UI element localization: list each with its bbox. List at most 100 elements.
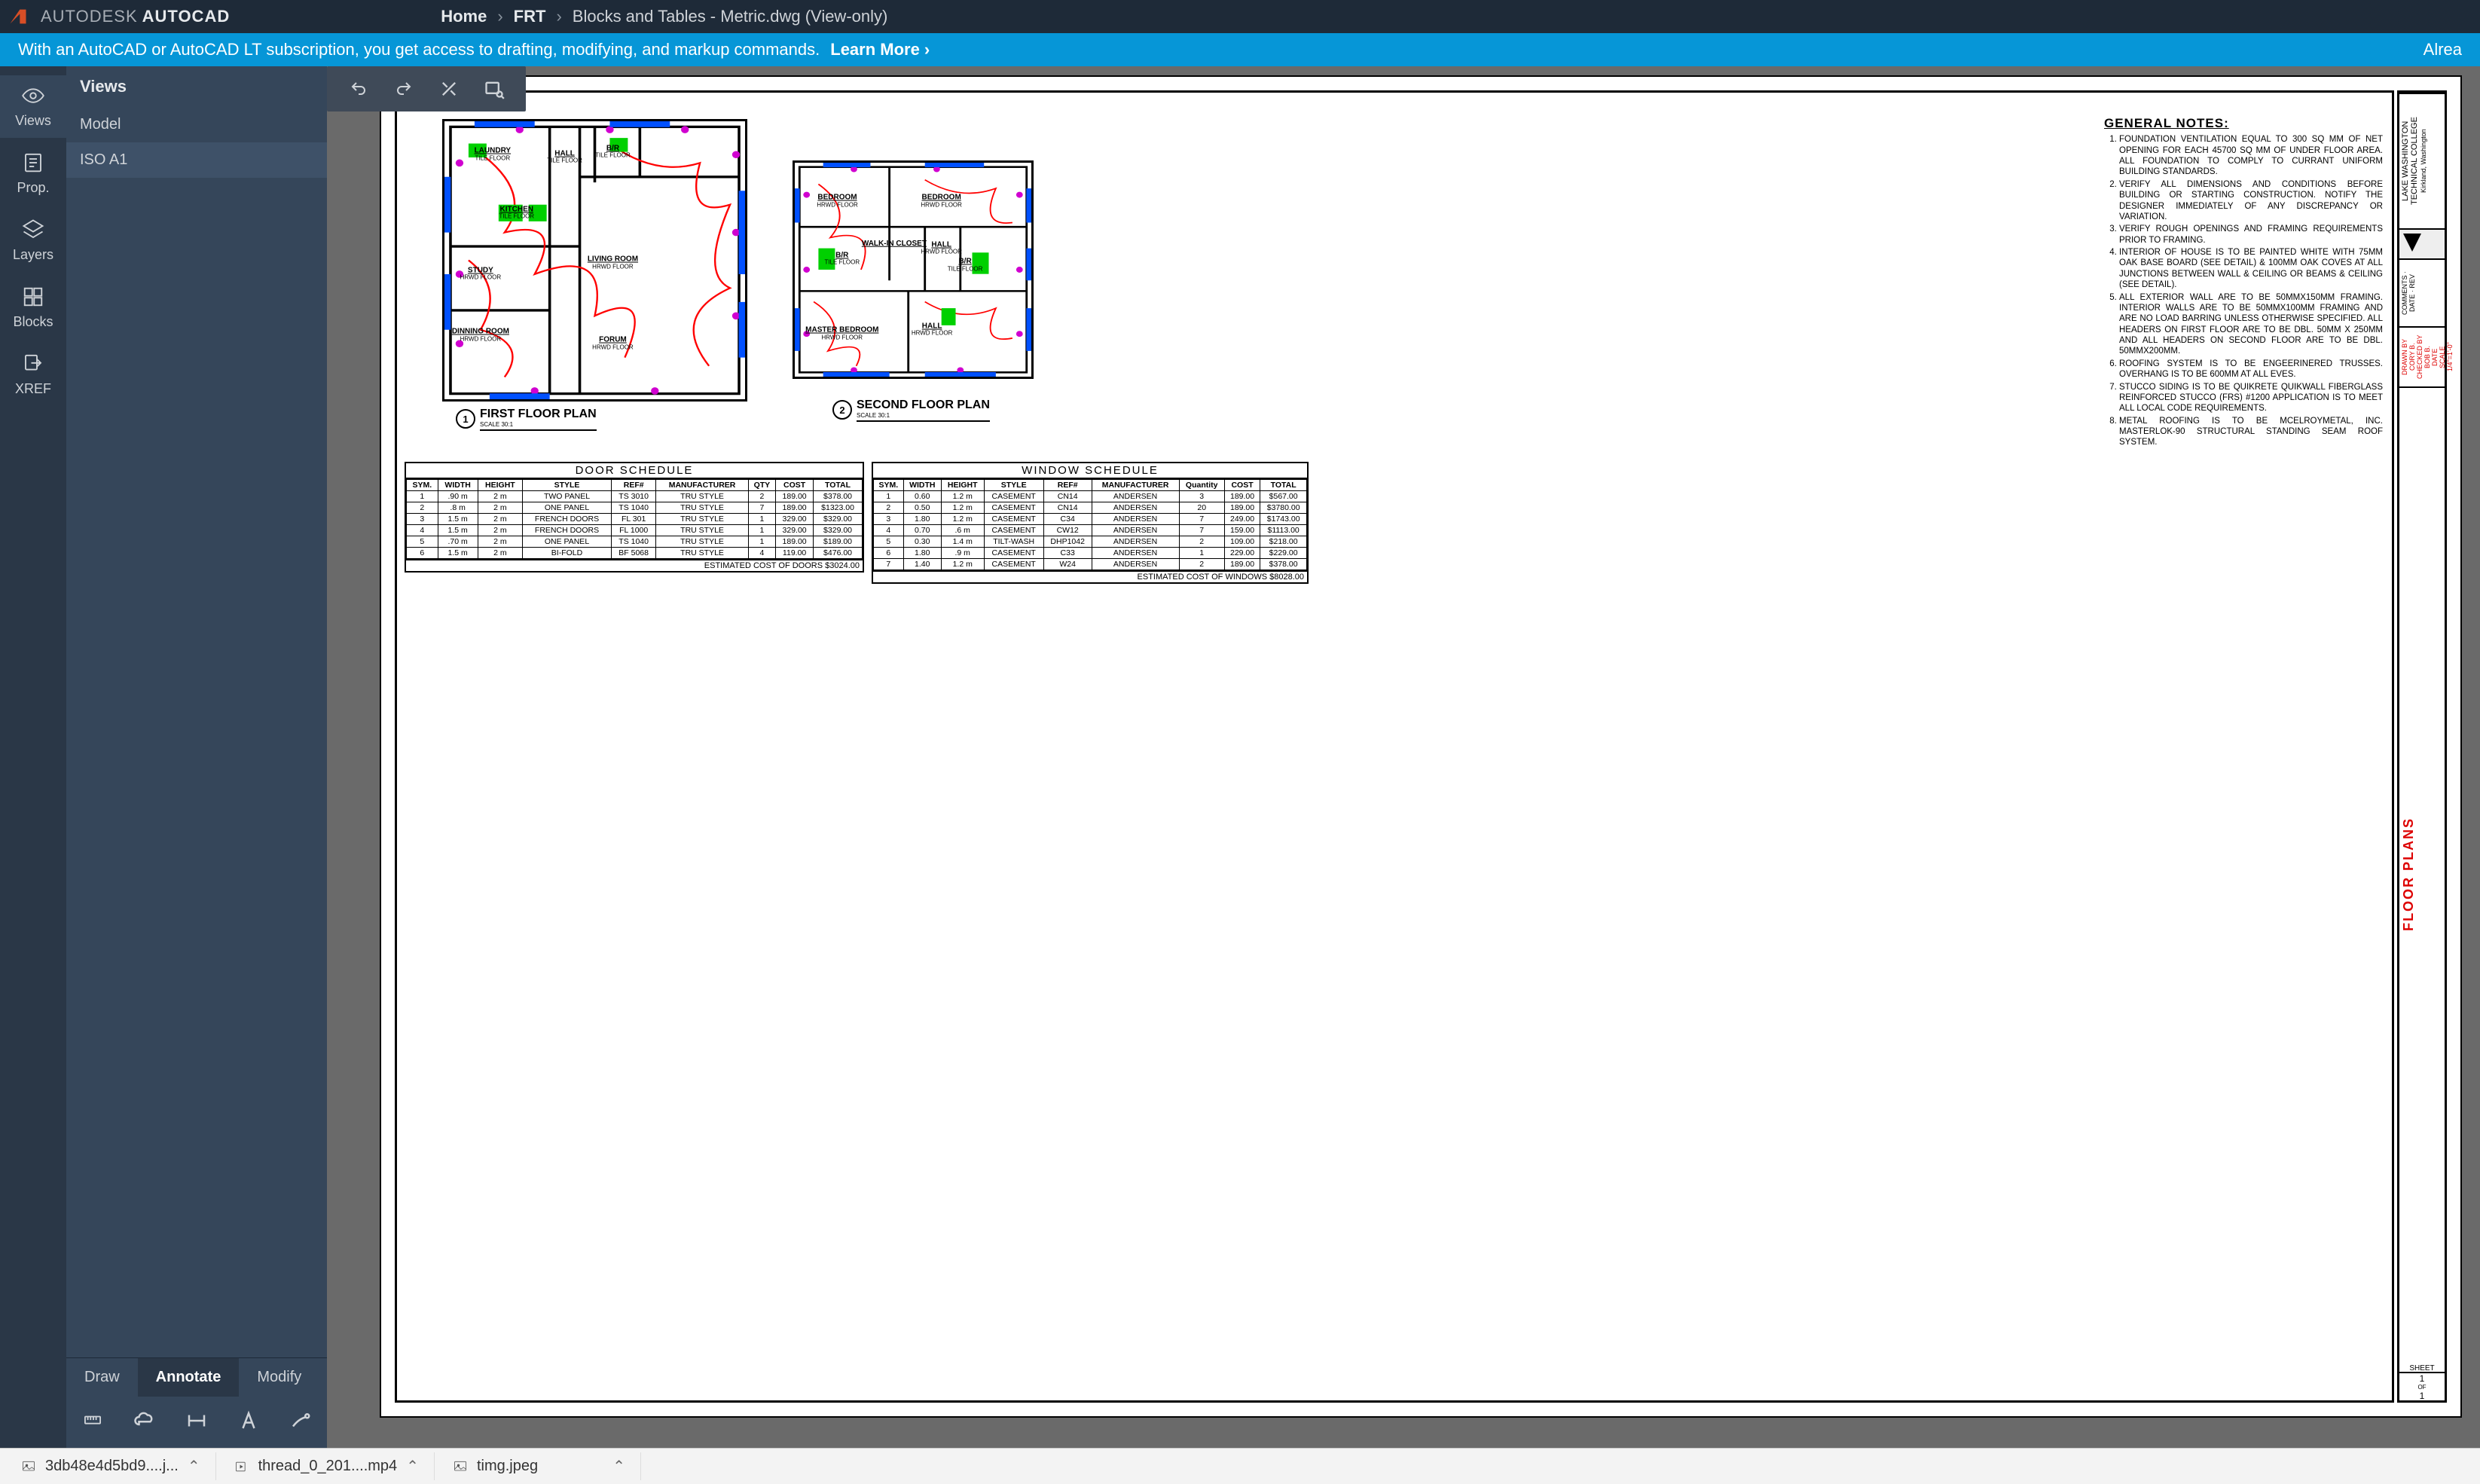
- door-schedule-title: DOOR SCHEDULE: [406, 463, 863, 479]
- titleblock-college: LAKE WASHINGTON TECHNICAL COLLEGEKirklan…: [2399, 93, 2445, 228]
- cloud-tool-icon[interactable]: [132, 1407, 158, 1434]
- room-label: LIVING ROOMHRWD FLOOR: [588, 256, 638, 270]
- blocks-icon: [20, 284, 46, 310]
- app-brand: AUTODESKAUTOCAD: [41, 7, 230, 26]
- chevron-up-icon[interactable]: ⌃: [188, 1457, 200, 1476]
- xref-icon: [20, 351, 46, 377]
- note-item: METAL ROOFING IS TO BE MCELROYMETAL, INC…: [2119, 416, 2383, 448]
- breadcrumb-file: Blocks and Tables - Metric.dwg (View-onl…: [573, 7, 888, 26]
- tool-tab-modify[interactable]: Modify: [239, 1358, 319, 1397]
- ruler-tool-icon[interactable]: [80, 1407, 106, 1434]
- table-row: 41.5 m2 mFRENCH DOORSFL 1000TRU STYLE132…: [407, 525, 863, 536]
- chevron-up-icon[interactable]: ⌃: [612, 1457, 625, 1476]
- table-header: STYLE: [523, 480, 612, 491]
- view-item-iso-a1[interactable]: ISO A1: [66, 142, 327, 178]
- first-floor-plan: LAUNDRYTILE FLOORHALLTILE FLOORB/RTILE F…: [442, 119, 747, 402]
- table-header: COST: [1224, 480, 1260, 491]
- annotate-tool-icons: [66, 1397, 327, 1448]
- os-taskbar: 3db48e4d5bd9....j...⌃thread_0_201....mp4…: [0, 1448, 2480, 1484]
- autodesk-logo-icon: [0, 0, 36, 33]
- room-label: BEDROOMHRWD FLOOR: [921, 194, 962, 209]
- table-row: 40.70.6 mCASEMENTCW12ANDERSEN7159.00$111…: [874, 525, 1307, 536]
- rail-item-xref[interactable]: XREF: [0, 344, 66, 406]
- taskbar-file[interactable]: timg.jpeg⌃: [438, 1452, 641, 1480]
- dim-tool-icon[interactable]: [184, 1407, 210, 1434]
- redo-icon[interactable]: [390, 75, 417, 102]
- rail-item-blocks[interactable]: Blocks: [0, 276, 66, 339]
- table-row: 61.80.9 mCASEMENTC33ANDERSEN1229.00$229.…: [874, 548, 1307, 559]
- second-floor-plan: BEDROOMHRWD FLOOR BEDROOMHRWD FLOOR WALK-I…: [793, 160, 1034, 379]
- door-schedule-footer: ESTIMATED COST OF DOORS $3024.00: [406, 559, 863, 571]
- view-item-model[interactable]: Model: [66, 107, 327, 142]
- window-schedule-footer: ESTIMATED COST OF WINDOWS $8028.00: [873, 570, 1307, 582]
- note-item: VERIFY ALL DIMENSIONS AND CONDITIONS BEF…: [2119, 179, 2383, 223]
- promo-learn-more-link[interactable]: Learn More ›: [830, 40, 930, 60]
- leader-tool-icon[interactable]: [287, 1407, 313, 1434]
- table-header: HEIGHT: [478, 480, 523, 491]
- table-header: MANUFACTURER: [1092, 480, 1179, 491]
- breadcrumb-folder[interactable]: FRT: [514, 7, 546, 26]
- table-row: 1.90 m2 mTWO PANELTS 3010TRU STYLE2189.0…: [407, 491, 863, 502]
- door-schedule-table: DOOR SCHEDULE SYM.WIDTHHEIGHTSTYLEREF#MA…: [405, 462, 864, 573]
- floating-view-toolbar: [327, 66, 526, 111]
- plan2-title: SECOND FLOOR PLANSCALE 30:1: [857, 398, 990, 422]
- titleblock-main-title: FLOOR PLANS: [2399, 386, 2445, 1361]
- note-item: STUCCO SIDING IS TO BE QUIKRETE QUIKWALL…: [2119, 382, 2383, 414]
- room-label: DINNING ROOMHRWD FLOOR: [452, 328, 509, 343]
- titleblock-revisions: COMMENTS · DATE · REV: [2399, 258, 2445, 326]
- zoom-win-icon[interactable]: [481, 75, 508, 102]
- measure-icon[interactable]: [435, 75, 463, 102]
- general-notes: GENERAL NOTES: FOUNDATION VENTILATION EQ…: [2104, 115, 2383, 450]
- table-header: QTY: [748, 480, 776, 491]
- room-label: BEDROOMHRWD FLOOR: [817, 194, 858, 209]
- table-header: Quantity: [1179, 480, 1224, 491]
- note-item: FOUNDATION VENTILATION EQUAL TO 300 SQ M…: [2119, 134, 2383, 178]
- table-header: WIDTH: [903, 480, 941, 491]
- bottom-tool-tabs: DrawAnnotateModify: [66, 1357, 327, 1397]
- window-schedule-table: WINDOW SCHEDULE SYM.WIDTHHEIGHTSTYLEREF#…: [872, 462, 1309, 584]
- room-label: HALLHRWD FLOOR: [912, 322, 953, 337]
- breadcrumb: Home › FRT › Blocks and Tables - Metric.…: [441, 7, 887, 26]
- views-panel: Views ModelISO A1 DrawAnnotateModify: [66, 66, 327, 1448]
- room-label: MASTER BEDROOMHRWD FLOOR: [805, 327, 878, 341]
- rail-item-prop[interactable]: Prop.: [0, 142, 66, 205]
- tool-tab-annotate[interactable]: Annotate: [138, 1358, 240, 1397]
- table-header: REF#: [611, 480, 656, 491]
- tool-tab-draw[interactable]: Draw: [66, 1358, 138, 1397]
- table-row: 20.501.2 mCASEMENTCN14ANDERSEN20189.00$3…: [874, 502, 1307, 514]
- table-header: TOTAL: [814, 480, 863, 491]
- rail-item-views[interactable]: Views: [0, 75, 66, 138]
- eye-icon: [20, 83, 46, 108]
- note-item: VERIFY ROUGH OPENINGS AND FRAMING REQUIR…: [2119, 224, 2383, 246]
- room-label: STUDYHRWD FLOOR: [460, 267, 502, 281]
- table-row: 5.70 m2 mONE PANELTS 1040TRU STYLE1189.0…: [407, 536, 863, 548]
- note-item: ROOFING SYSTEM IS TO BE ENGEERINERED TRU…: [2119, 359, 2383, 380]
- table-row: 31.801.2 mCASEMENTC34ANDERSEN7249.00$174…: [874, 514, 1307, 525]
- undo-icon[interactable]: [345, 75, 372, 102]
- text-tool-icon[interactable]: [235, 1407, 261, 1434]
- room-label: WALK-IN CLOSET: [862, 240, 927, 249]
- canvas-viewport[interactable]: LAUNDRYTILE FLOORHALLTILE FLOORB/RTILE F…: [327, 66, 2480, 1448]
- window-schedule-title: WINDOW SCHEDULE: [873, 463, 1307, 479]
- titleblock-sheet-label: SHEET: [2399, 1361, 2445, 1373]
- titleblock-signoff: DRAWN BY CORY B.CHECKED BY BOB B. DATESC…: [2399, 326, 2445, 386]
- room-label: KITCHENTILE FLOOR: [499, 206, 534, 220]
- table-header: STYLE: [984, 480, 1043, 491]
- titleblock-sheet-number: 1 OF 1: [2399, 1373, 2445, 1400]
- table-header: SYM.: [407, 480, 438, 491]
- taskbar-file[interactable]: 3db48e4d5bd9....j...⌃: [6, 1452, 216, 1480]
- room-label: B/RTILE FLOOR: [948, 258, 983, 273]
- room-label: FORUMHRWD FLOOR: [592, 337, 634, 351]
- room-label: LAUNDRYTILE FLOOR: [475, 148, 512, 162]
- table-row: 2.8 m2 mONE PANELTS 1040TRU STYLE7189.00…: [407, 502, 863, 514]
- chevron-up-icon[interactable]: ⌃: [406, 1457, 419, 1476]
- layers-icon: [20, 217, 46, 243]
- promo-right-clip: Alrea: [2423, 40, 2462, 60]
- table-row: 71.401.2 mCASEMENTW24ANDERSEN2189.00$378…: [874, 559, 1307, 570]
- taskbar-file[interactable]: thread_0_201....mp4⌃: [219, 1452, 435, 1480]
- table-row: 10.601.2 mCASEMENTCN14ANDERSEN3189.00$56…: [874, 491, 1307, 502]
- rail-item-layers[interactable]: Layers: [0, 209, 66, 272]
- breadcrumb-home[interactable]: Home: [441, 7, 487, 26]
- table-row: 31.5 m2 mFRENCH DOORSFL 301TRU STYLE1329…: [407, 514, 863, 525]
- table-row: 61.5 m2 mBI-FOLDBF 5068TRU STYLE4119.00$…: [407, 548, 863, 559]
